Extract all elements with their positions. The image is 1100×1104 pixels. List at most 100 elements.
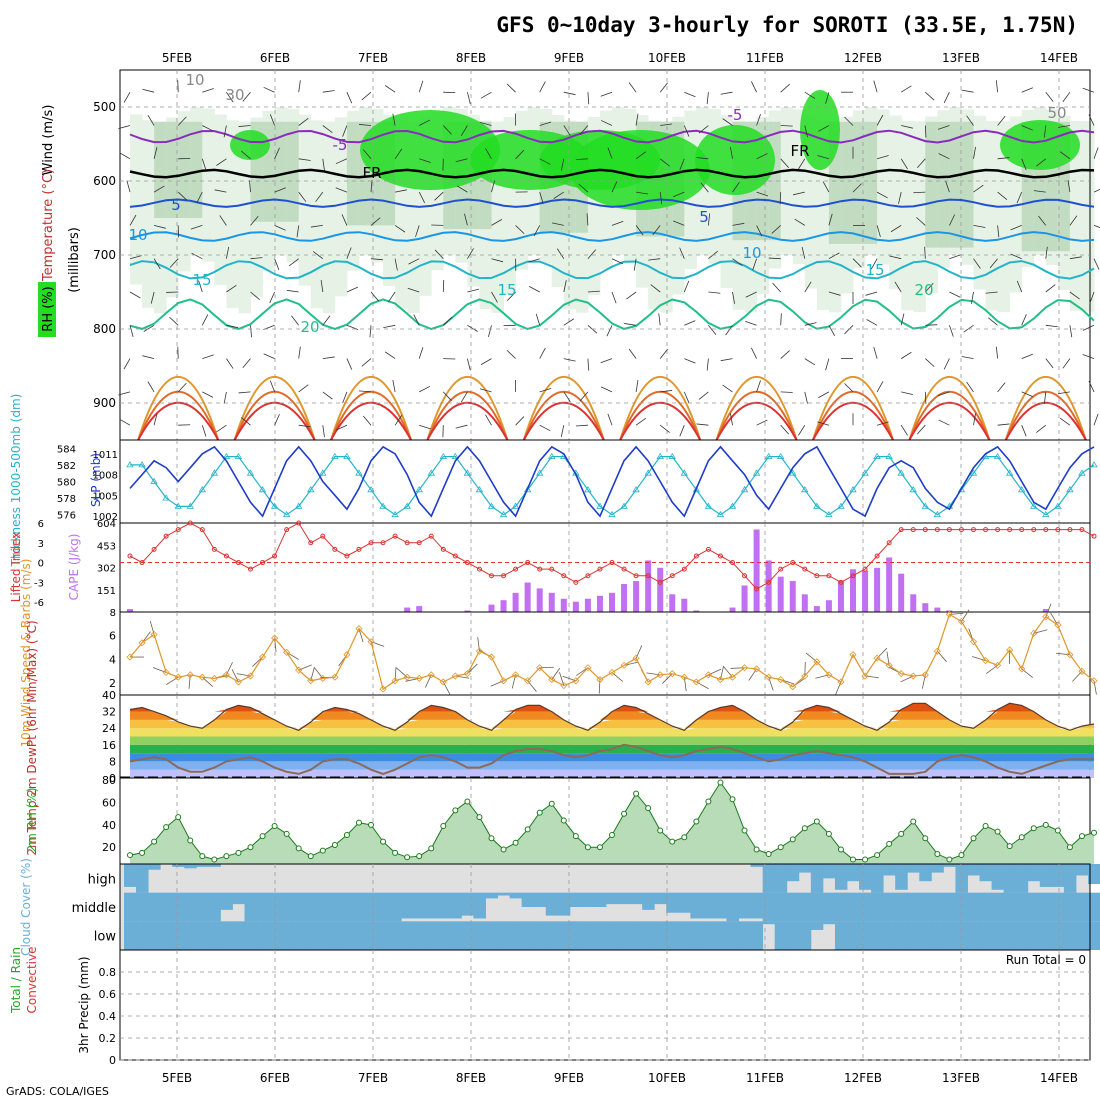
rh-point [622,811,627,816]
date-label-bottom: 14FEB [1040,1071,1078,1085]
cloud-bar-low [919,921,932,950]
cloud-bar-high [148,864,161,870]
rh-tick: 80 [102,774,116,787]
contour-label: FR [362,164,381,182]
wind-tick: 4 [109,653,116,666]
rh-point [549,801,554,806]
temp-tick: 32 [102,706,116,719]
cloud-axis-label: Cloud Cover (%) [19,858,33,956]
temperature-axis-label: Temperature (°C) [41,169,56,282]
rh-point [477,815,482,820]
rh-shade-mid [347,122,360,226]
cape-bar [886,557,892,612]
panels: 5FEB5FEB6FEB6FEB7FEB7FEB8FEB8FEB9FEB9FEB… [9,51,1100,1085]
wind-tick: 6 [109,630,116,643]
cape-bar [669,594,675,612]
date-label-top: 6FEB [260,51,290,65]
rh-point [417,854,422,859]
rh-point [814,819,819,824]
rh-point [465,799,470,804]
cloud-bar-low [955,921,968,950]
cloud-bar-middle [136,893,149,922]
cloud-bar-middle [1016,893,1028,922]
rh-point [959,853,964,858]
temp-tick: 8 [109,755,116,768]
cloud-bar-middle [799,893,812,922]
cape-bar [609,593,615,612]
contour-label: 15 [865,261,884,279]
cape-tick: 453 [97,541,116,552]
cloud-bar-low [401,921,414,950]
cloud-bar-low [968,921,981,950]
date-label-bottom: 6FEB [260,1071,290,1085]
cloud-bar-high [907,864,920,873]
rh-axis-label: RH (%) [41,286,56,331]
rh-point [140,850,145,855]
cloud-bar-middle [606,893,619,904]
contour-label: 15 [192,271,211,289]
rh-point [308,854,313,859]
cloud-bar-low [353,921,366,950]
rh-point [1031,826,1036,831]
convective-axis-label: Convective [25,947,39,1014]
rh-point [610,832,615,837]
cloud-bar-high [184,864,197,868]
cloud-bar-low [1040,921,1053,950]
rh-point [971,836,976,841]
cloud-bar-low [522,921,535,950]
cloud-bar-middle [486,893,499,899]
cloud-level-label: high [88,872,116,887]
rh-point [188,838,193,843]
cloud-bar-low [184,921,197,950]
cloud-bar-high [1004,864,1017,893]
cloud-bar-high [799,864,812,873]
contour-label: 10 [185,71,204,89]
precip-tick: 0.8 [99,966,117,979]
cloud-bar-low [377,921,390,950]
cloud-bar-low [329,921,342,950]
rh-point [176,815,181,820]
cloud-bar-middle [847,893,860,922]
temp-tick: 24 [102,722,116,735]
cloud-bar-low [437,921,450,950]
cloud-bar-low [208,921,221,950]
cloud-bar-middle [172,893,185,922]
rh-point [778,845,783,850]
rh-point [501,847,506,852]
cloud-bar-middle [245,893,258,922]
cloud-bar-low [859,921,872,950]
cloud-bar-high [859,864,872,890]
rh-tick: 60 [102,797,116,810]
cape-panel-frame [120,523,1090,612]
cloud-bar-high [895,864,908,890]
rh-point [441,824,446,829]
cloud-bar-middle [317,893,330,922]
cloud-bar-low [510,921,522,950]
rh-shade-mid [154,122,167,218]
cloud-bar-middle [293,893,306,922]
temp-tick: 40 [102,689,116,702]
cloud-bar-middle [811,893,824,922]
cloud-bar-high [980,864,993,881]
precip-tick: 0 [109,1054,116,1067]
cape-tick: 151 [97,586,116,597]
rh-point [405,855,410,860]
lifted-index-tick: 0 [38,559,44,570]
cape-bar [778,577,784,612]
cloud-bar-low [172,921,185,950]
rh-point [393,850,398,855]
cape-bar [802,594,808,612]
cloud-bar-low [425,921,438,950]
thickness-tick: 578 [57,494,76,505]
cape-bar [513,593,519,612]
date-label-top: 13FEB [942,51,980,65]
cape-bar [754,529,760,612]
cape-bar [657,568,663,612]
temp-band [130,720,1094,728]
rh-point [851,857,856,862]
cloud-bar-low [751,921,764,950]
rh-shade-light [130,114,143,284]
cloud-bar-middle [751,893,764,919]
cloud-bar-high [883,864,896,875]
